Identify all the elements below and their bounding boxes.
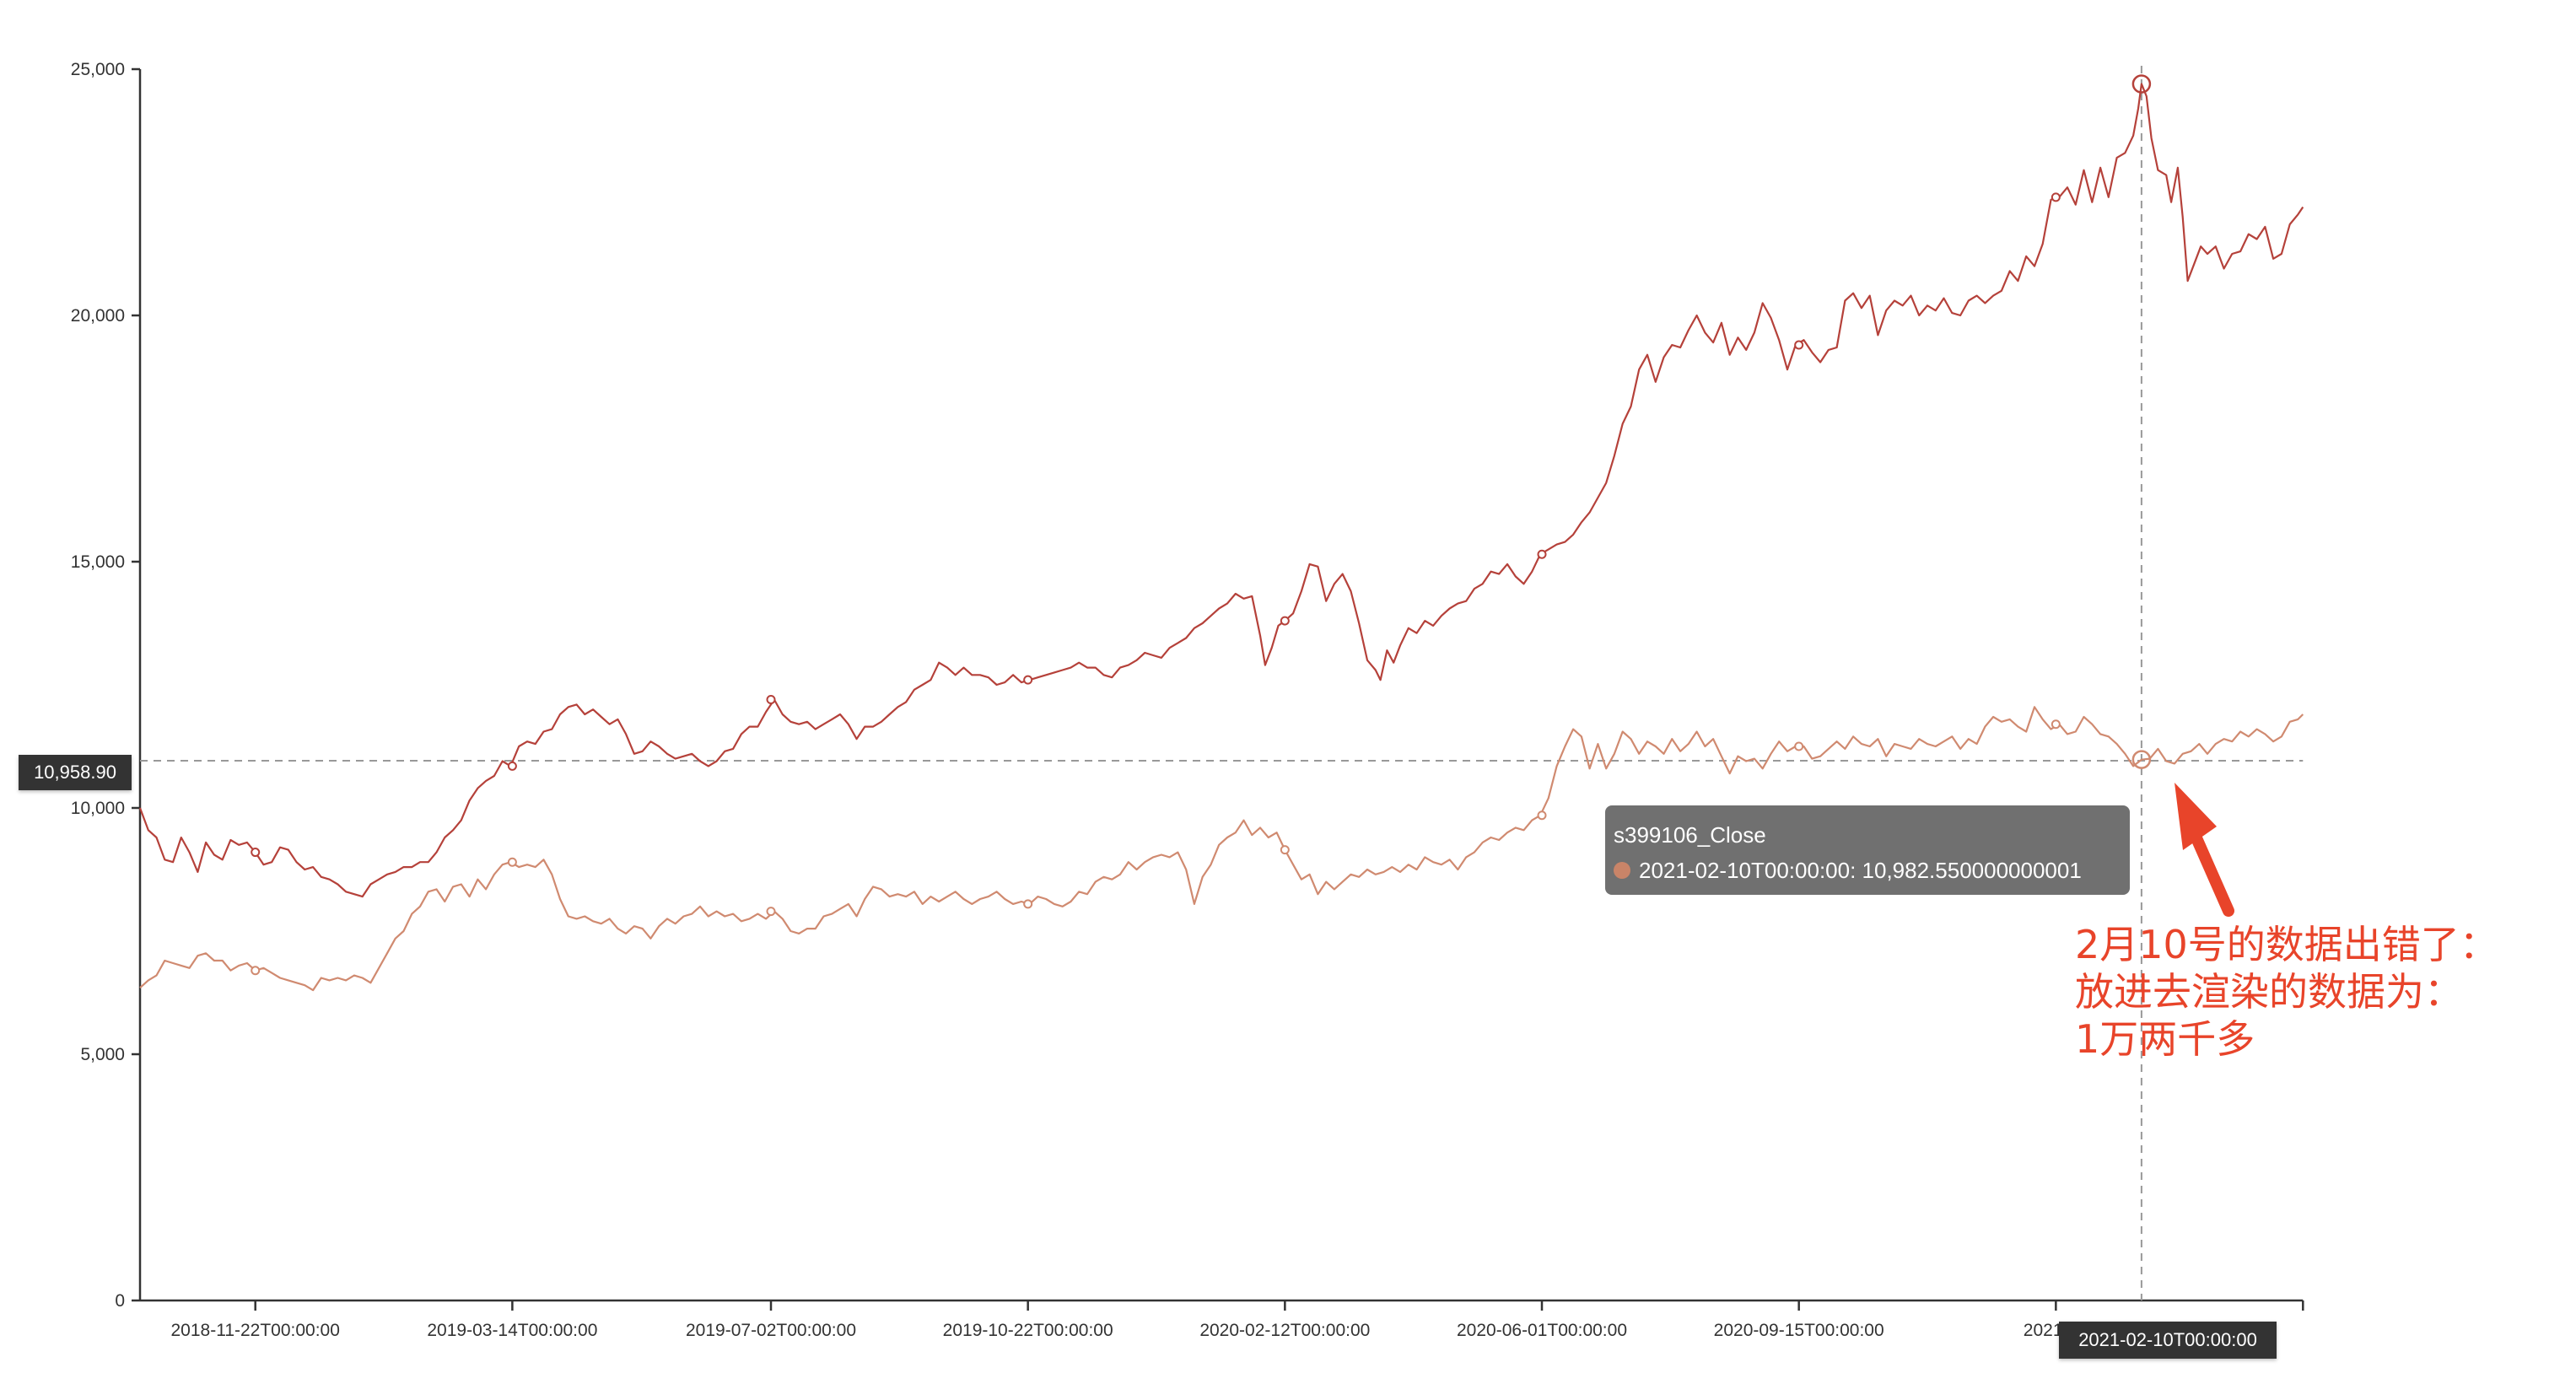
data-point-marker[interactable]	[2051, 719, 2061, 730]
tooltip-value: 2021-02-10T00:00:00: 10,982.550000000001	[1639, 858, 2082, 883]
y-tick-label: 10,000	[71, 799, 125, 818]
annotation-text: 2月10号的数据出错了： 放进去渲染的数据为： 1万两千多	[2075, 922, 2498, 1062]
x-tick-label: 2019-10-22T00:00:00	[943, 1321, 1113, 1340]
data-point-marker[interactable]	[1537, 810, 1547, 821]
data-point-marker[interactable]	[1023, 675, 1033, 685]
series-color-dot-icon	[1614, 862, 1630, 879]
data-point-marker[interactable]	[1794, 741, 1804, 751]
hover-point-highlight	[2131, 750, 2152, 769]
y-tick-label: 5,000	[80, 1045, 125, 1064]
x-tick-label: 2020-06-01T00:00:00	[1457, 1321, 1627, 1340]
data-point-marker[interactable]	[1537, 549, 1547, 559]
tooltip: s399106_Close 2021-02-10T00:00:00: 10,98…	[1605, 805, 2130, 895]
data-point-marker[interactable]	[251, 848, 261, 858]
tooltip-row: 2021-02-10T00:00:00: 10,982.550000000001	[1614, 853, 2121, 888]
y-tick-label: 20,000	[71, 306, 125, 326]
hover-point-highlight	[2131, 74, 2152, 94]
x-tick-label: 2020-02-12T00:00:00	[1199, 1321, 1370, 1340]
data-point-marker[interactable]	[507, 857, 517, 867]
y-tick-label: 25,000	[71, 60, 125, 79]
series-line-upper_series[interactable]	[138, 83, 2304, 898]
data-point-marker[interactable]	[507, 761, 517, 771]
x-tick-label: 2019-07-02T00:00:00	[686, 1321, 856, 1340]
x-axis-pointer-label: 2021-02-10T00:00:00	[2059, 1322, 2277, 1359]
annotation-arrow-icon	[2175, 783, 2234, 917]
series-line-s399106_Close[interactable]	[139, 706, 2304, 992]
y-axis-pointer-label: 10,958.90	[19, 755, 132, 790]
data-point-marker[interactable]	[251, 966, 261, 976]
x-tick-label: 2019-03-14T00:00:00	[427, 1321, 597, 1340]
tooltip-series-name: s399106_Close	[1614, 822, 1766, 848]
data-point-marker[interactable]	[1794, 340, 1804, 350]
data-point-marker[interactable]	[2051, 192, 2061, 202]
series-layer	[138, 74, 2304, 992]
y-tick-label: 15,000	[71, 552, 125, 572]
data-point-marker[interactable]	[1023, 899, 1033, 909]
y-axis: 0 5,000 10,000 15,000 20,000 25,000	[71, 60, 142, 1311]
x-tick-label: 2020-09-15T00:00:00	[1714, 1321, 1884, 1340]
data-point-marker[interactable]	[1280, 616, 1290, 626]
x-axis: 2018-11-22T00:00:00 2019-03-14T00:00:00 20…	[140, 1299, 2304, 1340]
data-point-marker[interactable]	[766, 907, 776, 917]
y-tick-label: 0	[115, 1291, 125, 1311]
x-tick-label: 2018-11-22T00:00:00	[170, 1321, 339, 1340]
data-point-marker[interactable]	[1280, 845, 1290, 855]
data-point-marker[interactable]	[766, 695, 776, 705]
